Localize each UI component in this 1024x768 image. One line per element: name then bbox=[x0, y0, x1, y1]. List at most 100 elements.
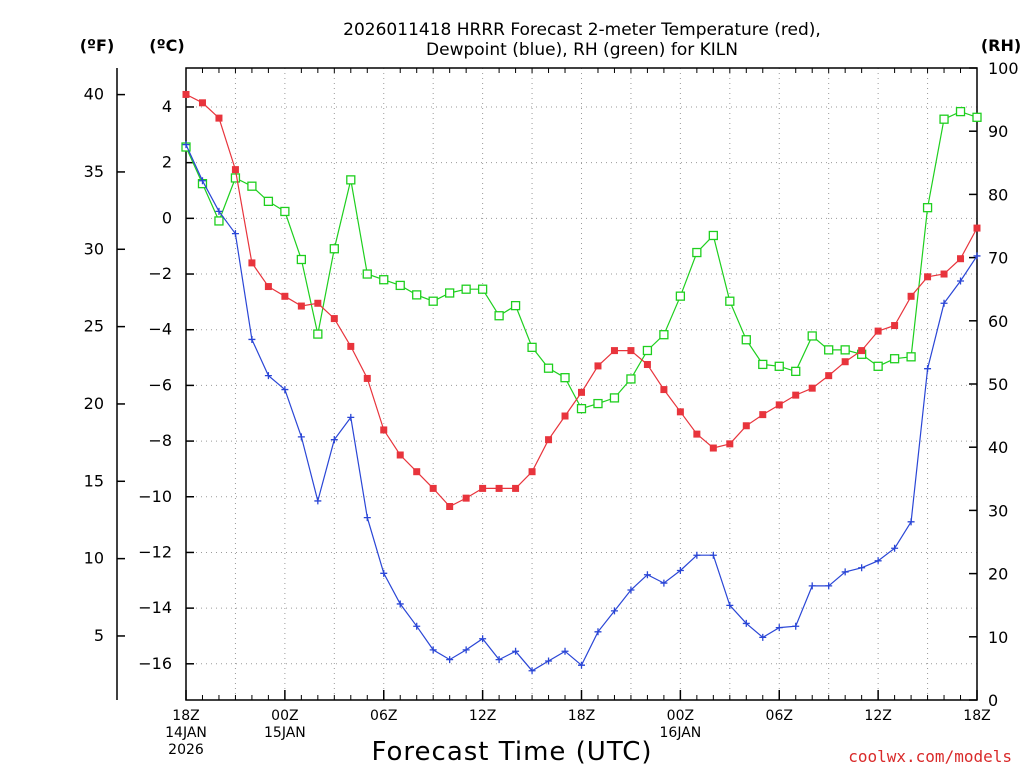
dewpoint-point bbox=[297, 433, 305, 441]
dewpoint-point bbox=[347, 413, 355, 421]
rh-point bbox=[428, 296, 438, 306]
celsius-tick-label: −4 bbox=[148, 320, 172, 339]
chart-title-line-2: Dewpoint (blue), RH (green) for KILN bbox=[426, 40, 738, 60]
temperature-point bbox=[742, 422, 750, 430]
rh-point bbox=[741, 335, 751, 345]
rh-point bbox=[230, 173, 241, 183]
rh-point bbox=[906, 352, 916, 362]
fahrenheit-tick-label: 35 bbox=[84, 162, 104, 181]
rh-unit-label: (RH) bbox=[981, 36, 1021, 55]
rh-point bbox=[395, 280, 405, 291]
rh-tick-label: 20 bbox=[988, 565, 1008, 584]
temperature-point bbox=[347, 342, 355, 350]
axes bbox=[116, 67, 978, 701]
temperature-point bbox=[891, 322, 899, 330]
dewpoint-point bbox=[825, 582, 833, 590]
fahrenheit-tick-label: 5 bbox=[94, 626, 104, 645]
temperature-point bbox=[479, 484, 487, 492]
x-tick-label: 18Z bbox=[963, 708, 990, 724]
rh-point bbox=[889, 354, 900, 364]
dewpoint-point bbox=[792, 622, 800, 630]
rh-tick-label: 40 bbox=[988, 438, 1008, 457]
dewpoint-point bbox=[429, 646, 437, 654]
rh-point bbox=[955, 106, 966, 117]
temperature-point bbox=[676, 408, 684, 416]
celsius-tick-label: 4 bbox=[162, 97, 172, 116]
dewpoint-point bbox=[775, 624, 783, 632]
temperature-point bbox=[297, 302, 305, 310]
dewpoint-point bbox=[660, 579, 668, 587]
rh-tick-label: 80 bbox=[988, 185, 1008, 204]
rh-point bbox=[972, 112, 982, 122]
rh-point bbox=[807, 331, 817, 341]
rh-point bbox=[560, 373, 570, 383]
temperature-point bbox=[545, 436, 553, 444]
rh-point bbox=[642, 345, 653, 356]
x-axis-title: Forecast Time (UTC) bbox=[371, 737, 652, 767]
dewpoint-point bbox=[182, 141, 190, 149]
dewpoint-point bbox=[413, 622, 421, 630]
dewpoint-point bbox=[973, 252, 981, 260]
rh-point bbox=[609, 393, 620, 403]
dewpoint-point bbox=[495, 656, 503, 664]
temperature-point bbox=[578, 388, 585, 396]
dewpoint-point bbox=[924, 365, 932, 373]
temperature-point bbox=[561, 412, 569, 420]
rh-tick-label: 0 bbox=[988, 691, 998, 710]
rh-tick-label: 90 bbox=[988, 122, 1008, 141]
temperature-point bbox=[396, 451, 404, 459]
temperature-point bbox=[726, 440, 734, 448]
dewpoint-point bbox=[610, 607, 618, 615]
temperature-point bbox=[330, 315, 338, 323]
dewpoint-point bbox=[759, 633, 767, 641]
temperature-point bbox=[198, 99, 206, 107]
rh-point bbox=[445, 288, 455, 298]
temperature-point bbox=[264, 283, 272, 291]
rh-point bbox=[477, 284, 488, 294]
rh-point bbox=[593, 398, 603, 409]
celsius-tick-label: −6 bbox=[148, 375, 172, 394]
rh-point bbox=[510, 300, 521, 311]
celsius-tick-label: −14 bbox=[138, 598, 172, 617]
temperature-point bbox=[940, 270, 948, 278]
dewpoint-point bbox=[578, 661, 585, 669]
temperature-point bbox=[528, 468, 536, 476]
temperature-point bbox=[825, 372, 833, 380]
dewpoint-point bbox=[858, 564, 866, 572]
x-tick-label: 12Z bbox=[864, 708, 891, 724]
dewpoint-point bbox=[363, 514, 371, 522]
rh-point bbox=[527, 342, 537, 352]
rh-point bbox=[280, 206, 290, 217]
dewpoint-point bbox=[264, 372, 272, 380]
x-tick-label: 18Z bbox=[172, 708, 199, 724]
fahrenheit-tick-label: 40 bbox=[84, 85, 104, 104]
dewpoint-point bbox=[396, 600, 404, 608]
dewpoint-point bbox=[693, 551, 701, 559]
temperature-point bbox=[957, 255, 965, 263]
dewpoint-point bbox=[742, 619, 750, 627]
temperature-point bbox=[841, 358, 849, 366]
rh-tick-label: 70 bbox=[988, 249, 1008, 268]
data-series bbox=[181, 90, 982, 675]
temperature-point bbox=[363, 374, 371, 382]
temperature-point bbox=[874, 327, 882, 335]
temperature-point bbox=[610, 347, 618, 355]
dewpoint-point bbox=[248, 335, 256, 343]
fahrenheit-tick-label: 25 bbox=[84, 317, 104, 336]
temperature-point bbox=[462, 494, 470, 502]
dewpoint-point bbox=[726, 601, 734, 609]
rh-tick-label: 30 bbox=[988, 501, 1008, 520]
dewpoint-point bbox=[281, 386, 289, 394]
dewpoint-point bbox=[545, 657, 553, 665]
dewpoint-point bbox=[627, 586, 635, 594]
x-tick-label: 15JAN bbox=[264, 725, 306, 741]
rh-point bbox=[379, 275, 389, 285]
rh-point bbox=[346, 175, 356, 185]
x-tick-label: 06Z bbox=[766, 708, 793, 724]
grid-lines bbox=[186, 68, 977, 700]
rh-point bbox=[840, 345, 850, 355]
celsius-tick-label: −12 bbox=[138, 542, 172, 561]
celsius-tick-label: −2 bbox=[148, 264, 172, 283]
